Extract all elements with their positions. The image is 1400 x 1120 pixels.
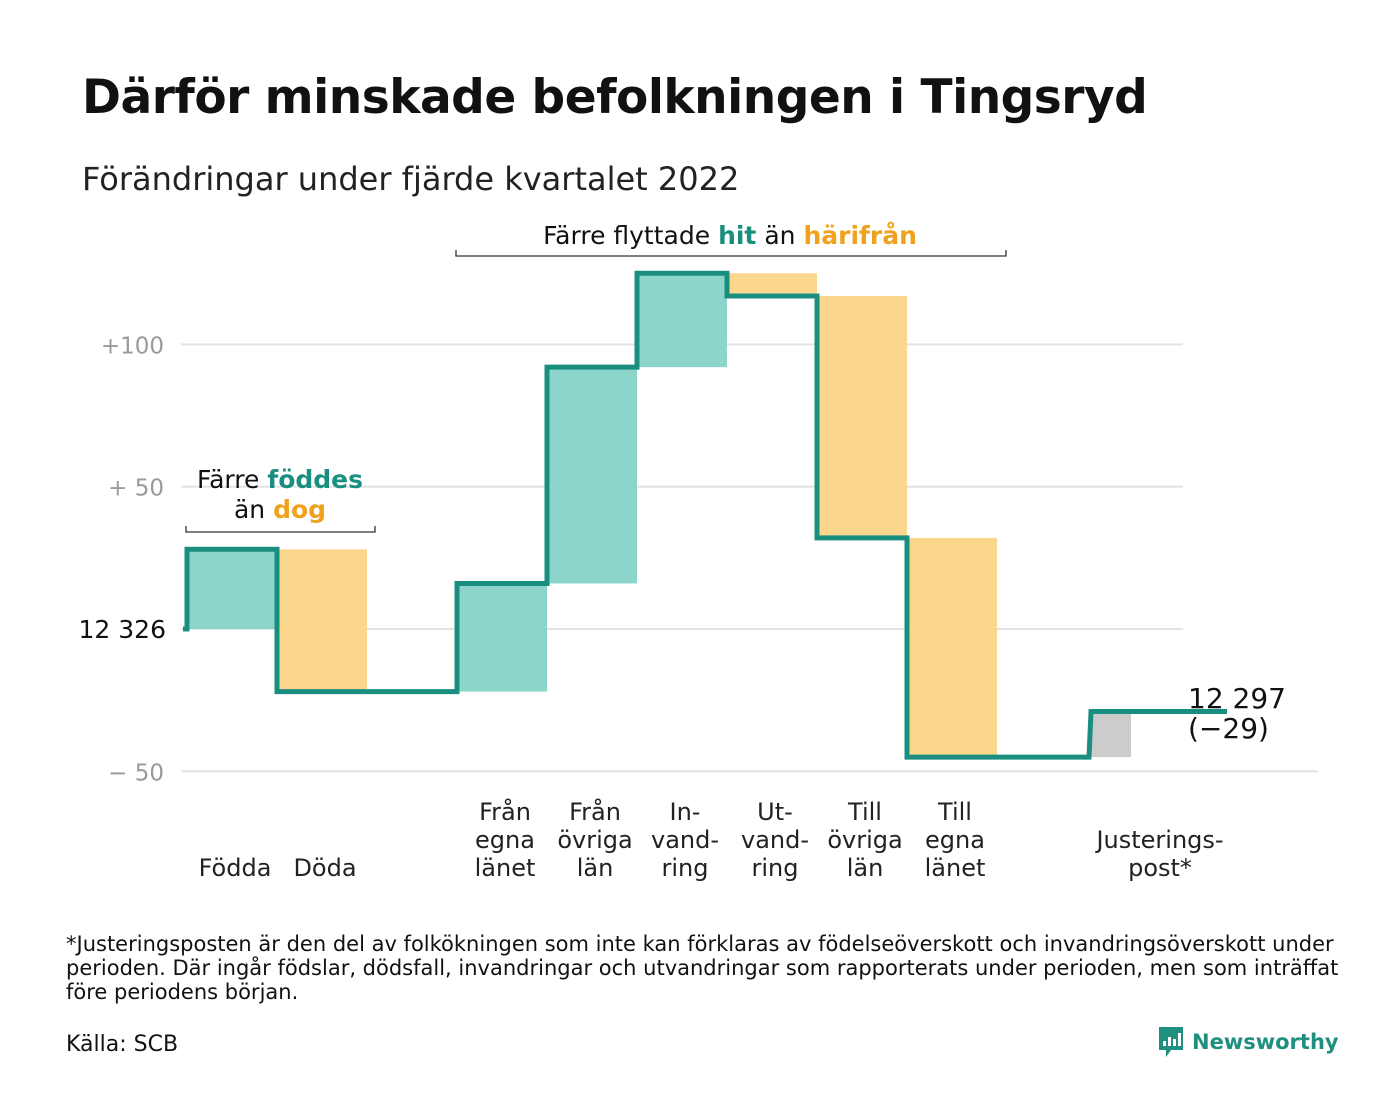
category-label: Från [569, 797, 621, 826]
y-axis-ticks: +100 + 50 12 326 − 50 [79, 333, 166, 786]
bar-out [817, 296, 907, 538]
category-label: länet [475, 854, 536, 882]
y-tick-label: 12 326 [79, 615, 166, 644]
y-tick-label: − 50 [108, 760, 164, 786]
births-bracket [185, 526, 376, 533]
category-label: Döda [293, 854, 356, 882]
category-label: Till [847, 798, 882, 826]
bar-adjust [1091, 711, 1131, 758]
category-label: län [577, 854, 614, 882]
bar-in [637, 273, 727, 368]
category-label: Ut- [757, 798, 793, 826]
bar-out [727, 273, 817, 297]
category-label: vand- [651, 826, 719, 854]
y-tick-label: + 50 [108, 476, 164, 502]
bar-out [907, 537, 997, 758]
bars [187, 273, 1131, 758]
bar-in [547, 367, 637, 584]
category-label: länet [925, 854, 986, 882]
category-label: övriga [557, 826, 632, 854]
newsworthy-logo-icon [1159, 1027, 1183, 1057]
running-total-line [183, 270, 1227, 760]
y-tick-label: +100 [101, 333, 164, 359]
brand-name: Newsworthy [1192, 1030, 1339, 1054]
migration-bracket [455, 250, 1007, 257]
chart-subtitle: Förändringar under fjärde kvartalet 2022 [82, 160, 740, 198]
footnote: *Justeringsposten är den del av folkökni… [66, 932, 1339, 1004]
bar-in [187, 549, 277, 629]
category-label: län [847, 854, 884, 882]
category-label: Födda [199, 854, 272, 882]
migration-annotation: Färre flyttade hit än härifrån [455, 221, 1007, 257]
category-label: vand- [741, 826, 809, 854]
category-label: egna [925, 826, 985, 854]
migration-note: Färre flyttade hit än härifrån [543, 221, 917, 250]
births-note-line1: Färre föddes [197, 465, 363, 494]
births-note-line2: än dog [234, 495, 326, 524]
chart-title: Därför minskade befolkningen i Tingsryd [82, 70, 1148, 125]
category-labels: Födda DödaFrånegnalänetFrånövrigalänIn-va… [199, 797, 1224, 882]
category-label: post* [1128, 854, 1192, 882]
category-label: In- [670, 798, 701, 826]
category-label: övriga [827, 826, 902, 854]
category-label: ring [752, 854, 799, 882]
bar-in [457, 583, 547, 692]
category-label: Från [479, 797, 531, 826]
source-label: Källa: SCB [66, 1032, 179, 1057]
brand: Newsworthy [1158, 1026, 1339, 1058]
category-label: ring [662, 854, 709, 882]
bar-out [277, 549, 367, 692]
end-change-label: (−29) [1188, 712, 1269, 745]
end-value-label: 12 297 [1188, 682, 1286, 715]
births-annotation: Färre föddes än dog [185, 465, 376, 533]
category-label: Justerings- [1094, 826, 1223, 854]
category-label: egna [475, 826, 535, 854]
category-label: Till [937, 798, 972, 826]
